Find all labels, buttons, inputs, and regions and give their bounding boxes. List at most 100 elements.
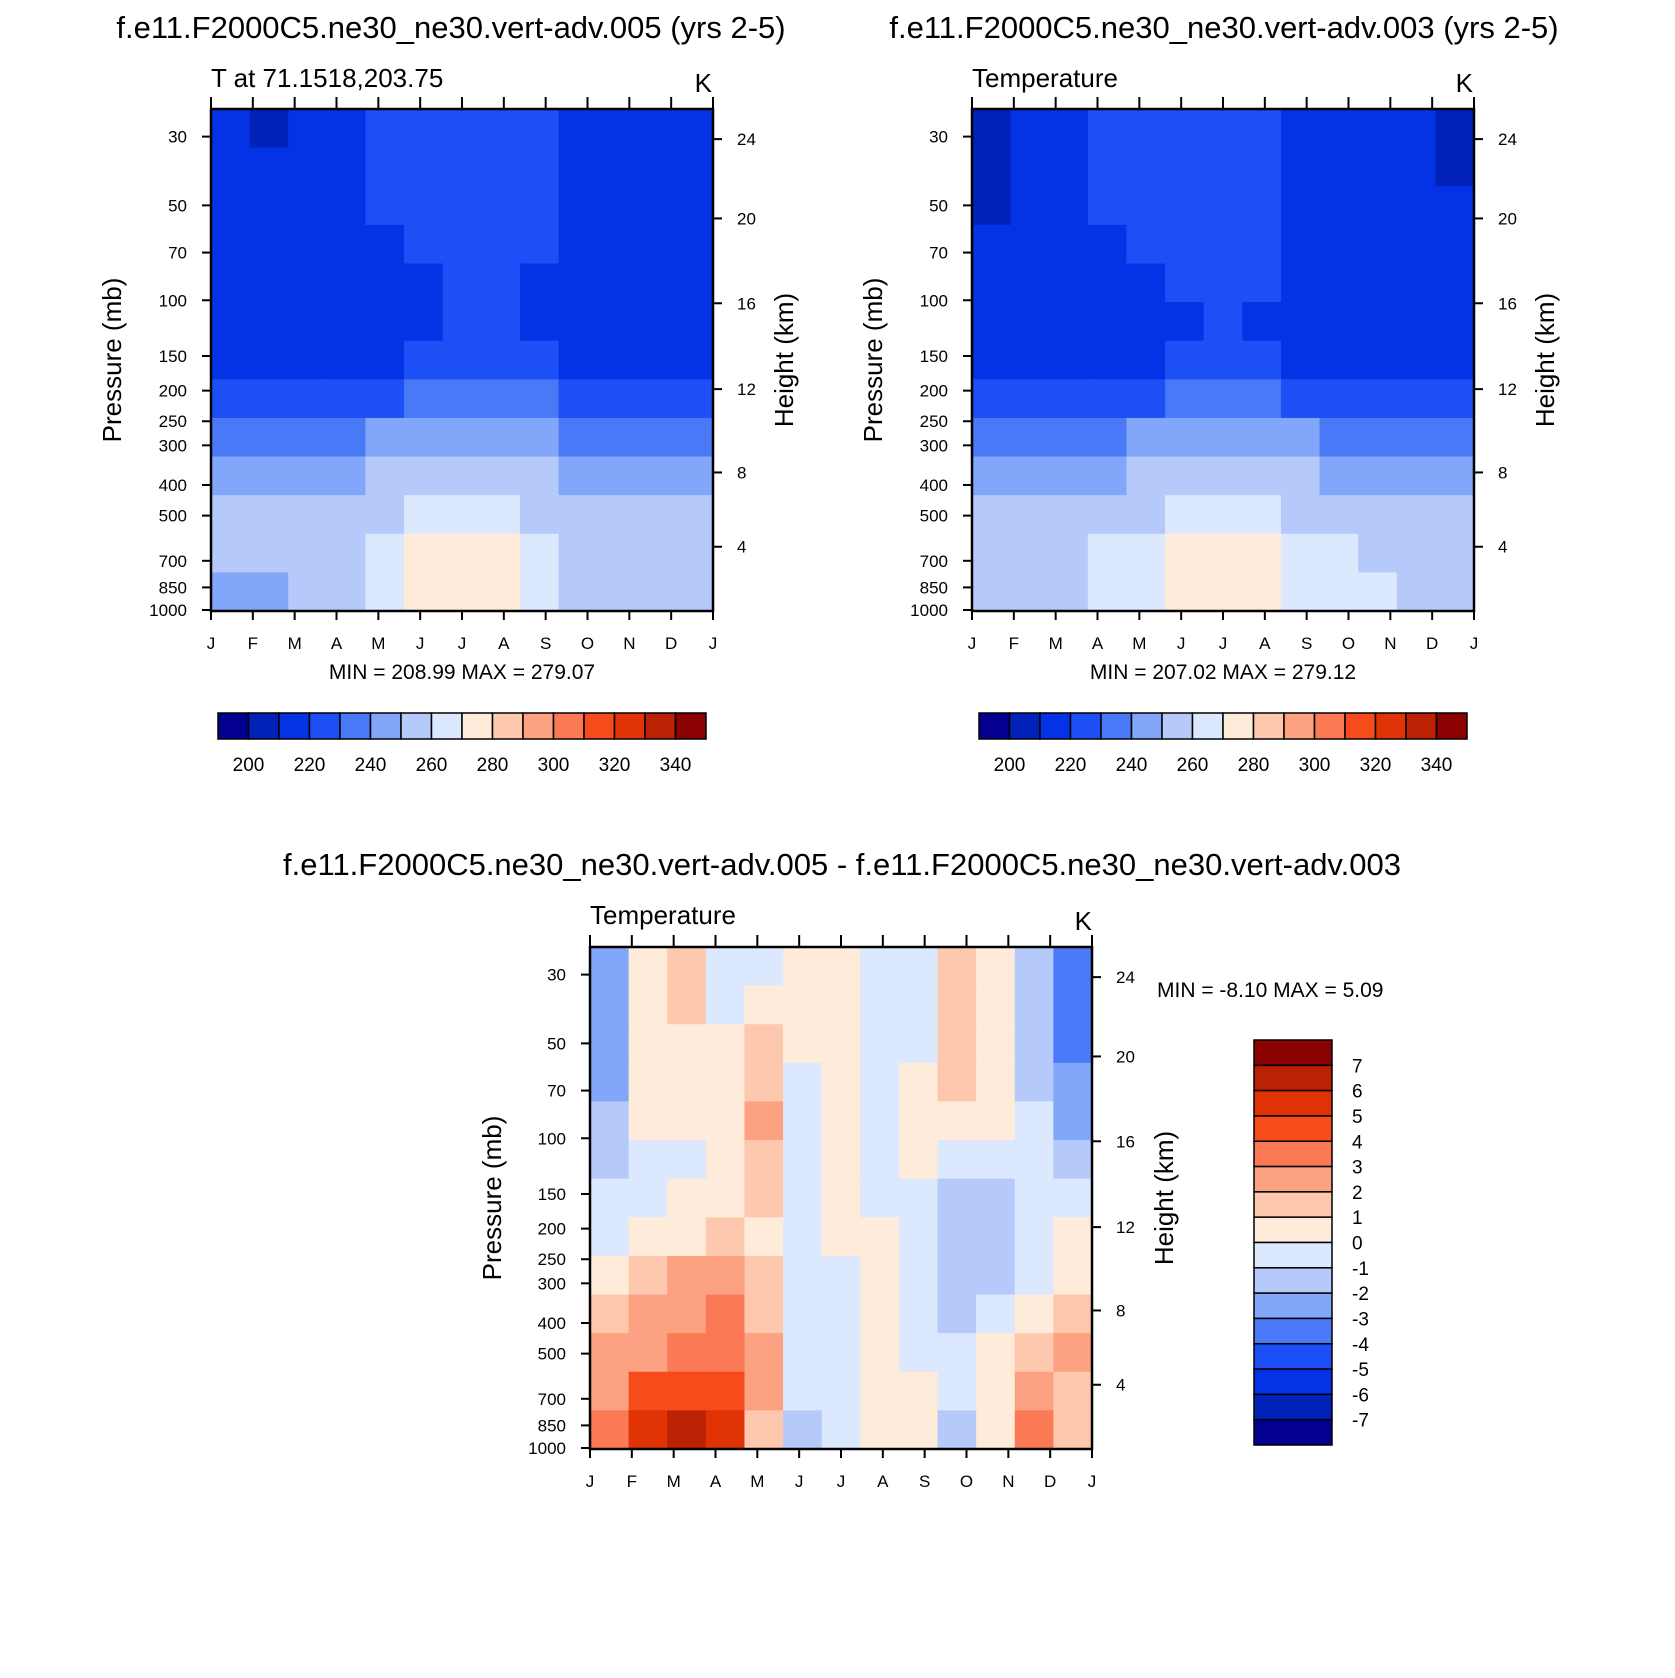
field-cell (1435, 341, 1474, 380)
field-cell (1126, 534, 1165, 573)
height-tick-label: 4 (1498, 538, 1507, 557)
field-cell (211, 341, 250, 380)
field-cell (1320, 186, 1359, 225)
field-cell (590, 1333, 629, 1372)
field-cell (706, 947, 745, 986)
field-cell (783, 1410, 822, 1449)
field-cell (706, 1333, 745, 1372)
field-cell (629, 1372, 668, 1411)
field-cell (327, 263, 366, 302)
field-cell (972, 186, 1011, 225)
field-cell (1053, 1295, 1092, 1334)
panel-left-label: Temperature (590, 900, 736, 930)
field-cell (822, 986, 861, 1025)
field-cell (1281, 572, 1320, 611)
field-cell (1049, 263, 1088, 302)
x-tick-label: J (837, 1472, 846, 1491)
colorbar-label: 260 (416, 755, 448, 776)
field-cell (1088, 457, 1127, 496)
x-tick-label: F (627, 1472, 637, 1491)
field-cell (783, 947, 822, 986)
field-cell (972, 148, 1011, 187)
field-cell (1088, 186, 1127, 225)
field-cell (590, 1140, 629, 1179)
field-cell (1358, 263, 1397, 302)
field-cell (1053, 1333, 1092, 1372)
field-cell (783, 1217, 822, 1256)
min-max-label: MIN = -8.10 MAX = 5.09 (1157, 979, 1383, 1002)
field-cell (860, 1063, 899, 1102)
field-cell (559, 186, 598, 225)
x-tick-label: S (1301, 634, 1312, 653)
colorbar-swatch (1223, 713, 1254, 739)
y-tick-label: 200 (920, 382, 948, 401)
field-cell (706, 1295, 745, 1334)
field-cell (1435, 263, 1474, 302)
field-cell (250, 418, 289, 457)
field-cell (822, 947, 861, 986)
field-cell (636, 572, 675, 611)
field-cell (597, 148, 636, 187)
field-cell (1320, 418, 1359, 457)
field-cell (1281, 534, 1320, 573)
field-cell (636, 186, 675, 225)
field-cell (899, 1179, 938, 1218)
field-cell (899, 1024, 938, 1063)
field-cell (629, 986, 668, 1025)
field-cell (899, 986, 938, 1025)
field-cell (1049, 148, 1088, 187)
field-cell (1358, 186, 1397, 225)
field-cell (976, 1372, 1015, 1411)
y-tick-label: 250 (538, 1250, 566, 1269)
field-cell (1053, 1179, 1092, 1218)
field-cell (976, 1410, 1015, 1449)
colorbar-swatch (1376, 713, 1407, 739)
field-cell (1397, 572, 1436, 611)
field-cell (327, 572, 366, 611)
field-cell (481, 225, 520, 264)
y-tick-label: 150 (920, 347, 948, 366)
field-cell (365, 302, 404, 341)
field-cell (597, 457, 636, 496)
field-cell (1242, 186, 1281, 225)
field-cell (443, 109, 482, 148)
field-cell (667, 1372, 706, 1411)
colorbar-swatch (1101, 713, 1132, 739)
x-tick-label: S (540, 634, 551, 653)
field-cell (365, 572, 404, 611)
field-cell (1358, 341, 1397, 380)
y-tick-label: 850 (538, 1416, 566, 1435)
field-cell (860, 1217, 899, 1256)
colorbar-swatch (1254, 1420, 1332, 1445)
field-cell (706, 986, 745, 1025)
field-cell (860, 1179, 899, 1218)
field-cell (783, 986, 822, 1025)
colorbar-label: 200 (994, 755, 1026, 776)
colorbar: 76543210-1-2-3-4-5-6-7 (1254, 1040, 1369, 1445)
field-cell (1165, 225, 1204, 264)
field-cell (1165, 457, 1204, 496)
field-cell (1011, 418, 1050, 457)
field-cell (1126, 302, 1165, 341)
field-cell (674, 263, 713, 302)
field-cell (211, 109, 250, 148)
colorbar-label: 300 (1299, 755, 1331, 776)
field-cell (674, 186, 713, 225)
colorbar-swatch (1071, 713, 1102, 739)
field-cell (443, 263, 482, 302)
field-cell (899, 1063, 938, 1102)
x-tick-label: J (1177, 634, 1186, 653)
field-cell (1204, 148, 1243, 187)
colorbar: 200 220 240 260 280 300 320 340 (218, 713, 706, 776)
field-cell (327, 148, 366, 187)
field-cell (250, 495, 289, 534)
x-tick-label: J (1219, 634, 1228, 653)
field-cell (1011, 495, 1050, 534)
field-cell (972, 457, 1011, 496)
field-cell (1088, 341, 1127, 380)
field-cell (1242, 495, 1281, 534)
field-cell (972, 572, 1011, 611)
colorbar-swatch (1254, 1040, 1332, 1065)
x-tick-label: D (665, 634, 677, 653)
field-cell (976, 1179, 1015, 1218)
